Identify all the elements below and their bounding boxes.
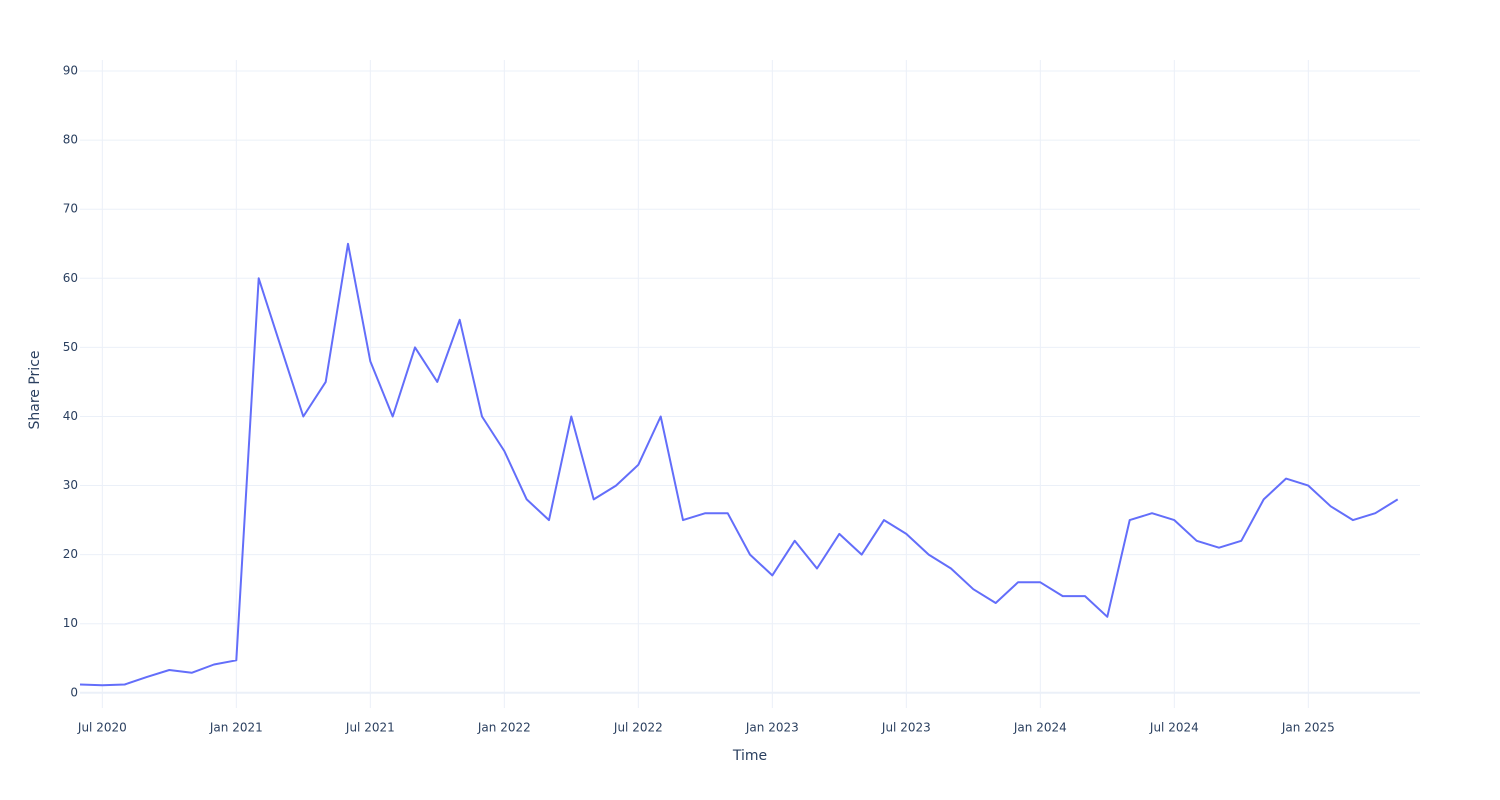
x-tick-label: Jan 2021 xyxy=(209,721,263,735)
x-tick-label: Jul 2023 xyxy=(881,721,931,735)
y-tick-label: 80 xyxy=(63,133,78,147)
y-axis-title: Share Price xyxy=(27,350,43,429)
x-tick-label: Jul 2022 xyxy=(613,721,663,735)
y-tick-label: 50 xyxy=(63,340,78,354)
x-tick-label: Jan 2022 xyxy=(477,721,531,735)
x-tick-label: Jul 2024 xyxy=(1149,721,1199,735)
y-tick-label: 90 xyxy=(63,64,78,78)
y-tick-label: 40 xyxy=(63,409,78,423)
x-axis-title: Time xyxy=(732,748,767,764)
x-tick-label: Jan 2025 xyxy=(1281,721,1335,735)
x-tick-label: Jul 2021 xyxy=(345,721,395,735)
y-tick-label: 30 xyxy=(63,478,78,492)
y-tick-label: 60 xyxy=(63,271,78,285)
y-tick-label: 70 xyxy=(63,202,78,216)
y-tick-label: 20 xyxy=(63,547,78,561)
x-tick-label: Jan 2023 xyxy=(745,721,799,735)
price-line xyxy=(79,242,1399,687)
y-tick-label: 0 xyxy=(70,685,78,699)
x-tick-label: Jul 2020 xyxy=(77,721,127,735)
y-tick-label: 10 xyxy=(63,616,78,630)
x-tick-label: Jan 2024 xyxy=(1013,721,1067,735)
